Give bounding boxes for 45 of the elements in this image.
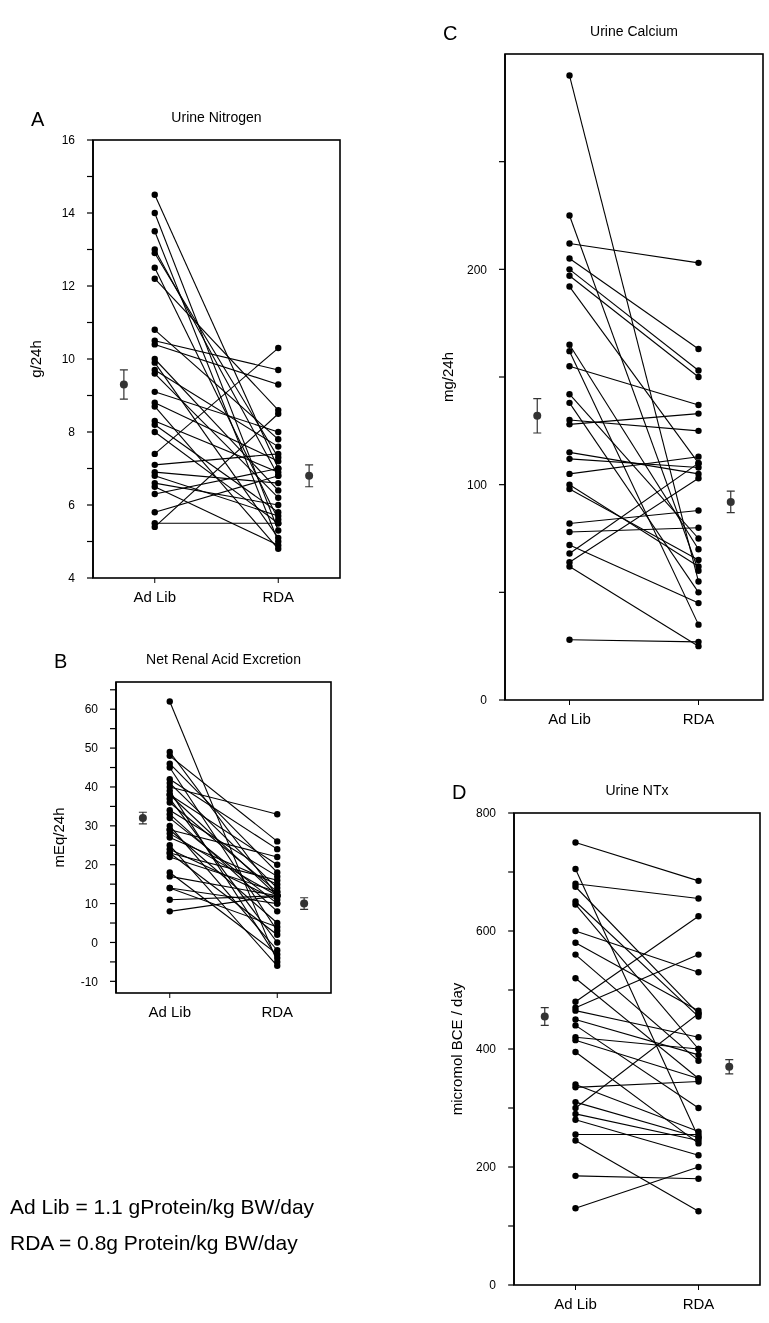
y-tick-label: 6: [68, 498, 76, 513]
y-tick-label: 50: [84, 741, 99, 756]
y-tick-label: 12: [61, 279, 76, 294]
y-tick-label: 20: [84, 857, 99, 872]
y-tick-label: 40: [84, 780, 99, 795]
y-tick-label: 60: [84, 702, 99, 717]
x-tick-label: Ad Lib: [554, 1295, 597, 1312]
text: A: [31, 108, 45, 130]
y-tick-label: 600: [475, 924, 497, 939]
text: D: [452, 781, 467, 803]
chart-title: Net Renal Acid Excretion: [146, 651, 301, 667]
y-tick-label: 30: [84, 819, 99, 834]
y-tick-label: 10: [84, 896, 99, 911]
y-tick-label: 400: [475, 1042, 497, 1057]
y-tick-label: 8: [68, 425, 76, 440]
x-tick-label: RDA: [682, 1295, 715, 1312]
x-tick-label: RDA: [682, 710, 715, 727]
y-tick-label: 10: [61, 352, 76, 367]
x-tick-label: Ad Lib: [133, 588, 177, 605]
y-tick-label: 0: [489, 1278, 497, 1293]
y-tick-label: -10: [80, 974, 99, 989]
y-tick-label: 100: [466, 477, 488, 492]
y-tick-label: 800: [475, 806, 497, 821]
text: RDA = 0.8g Protein/kg BW/day: [10, 1231, 299, 1254]
x-tick-label: Ad Lib: [148, 1003, 192, 1020]
y-tick-label: 0: [480, 693, 488, 708]
y-axis-title: micromol BCE / day: [448, 982, 465, 1116]
chart-title: Urine NTx: [605, 782, 669, 798]
y-tick-label: 4: [68, 571, 76, 586]
x-tick-label: RDA: [262, 588, 295, 605]
y-tick-label: 200: [466, 262, 488, 277]
chart-title: Urine Calcium: [590, 23, 678, 39]
y-axis-title: mEq/24h: [50, 807, 67, 868]
y-axis-title: g/24h: [27, 340, 44, 378]
x-tick-label: RDA: [261, 1003, 294, 1020]
y-tick-label: 0: [91, 935, 99, 950]
text: B: [54, 650, 68, 672]
y-tick-label: 16: [61, 133, 76, 148]
y-axis-title: mg/24h: [439, 351, 456, 403]
chart-title: Urine Nitrogen: [171, 109, 262, 125]
text: C: [443, 22, 458, 44]
y-tick-label: 14: [61, 206, 76, 221]
y-tick-label: 200: [475, 1160, 497, 1175]
x-tick-label: Ad Lib: [548, 710, 591, 727]
text: Ad Lib = 1.1 gProtein/kg BW/day: [10, 1195, 315, 1218]
